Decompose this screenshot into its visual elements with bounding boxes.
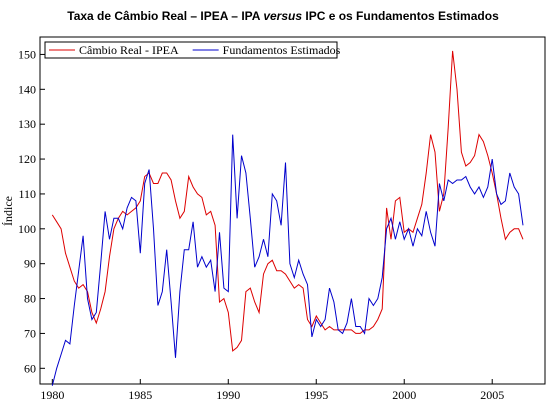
y-tick-label: 80 [24,292,36,306]
title-part: Taxa de Câmbio Real – IPEA – IPA [67,9,263,23]
y-tick-label: 120 [18,152,36,166]
y-tick-label: 70 [24,326,36,340]
y-tick-label: 110 [18,187,36,201]
y-tick-label: 90 [24,257,36,271]
x-tick-label: 1980 [40,388,64,402]
y-tick-label: 60 [24,361,36,375]
series-line [51,134,524,386]
y-tick-label: 100 [18,222,36,236]
x-tick-label: 1985 [128,388,152,402]
x-tick-label: 2000 [392,388,416,402]
x-tick-label: 2005 [480,388,504,402]
plot-frame [39,36,546,385]
y-axis-label: Índice [1,196,15,226]
title-part: versus [263,9,302,23]
x-tick-label: 1990 [216,388,240,402]
x-tick-label: 1995 [304,388,328,402]
y-tick-label: 130 [18,117,36,131]
title-part: IPC e os Fundamentos Estimados [302,9,499,23]
series-line [51,50,524,352]
y-tick-label: 150 [18,47,36,61]
legend-label: Câmbio Real - IPEA [79,43,179,57]
legend-box [44,41,338,59]
legend-label: Fundamentos Estimados [223,43,341,57]
y-tick-label: 140 [18,82,36,96]
chart-title: Taxa de Câmbio Real – IPEA – IPA versus … [67,9,499,23]
